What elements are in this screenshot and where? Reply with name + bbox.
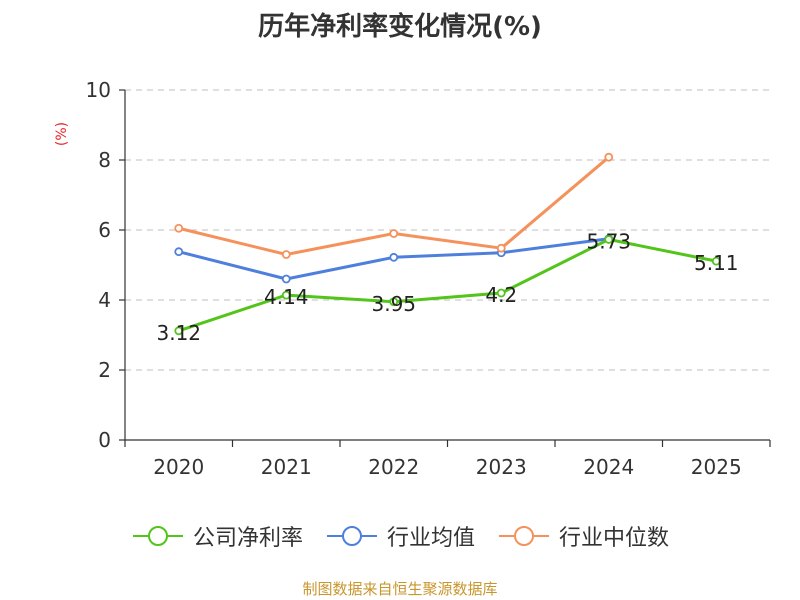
data-point xyxy=(174,247,184,257)
y-tick-label: 4 xyxy=(98,288,111,312)
legend-line-marker-icon xyxy=(326,526,377,546)
data-point xyxy=(389,297,399,307)
data-point xyxy=(174,223,184,233)
data-point xyxy=(604,152,614,162)
legend-circle xyxy=(147,526,168,546)
x-tick-label: 2025 xyxy=(691,455,742,479)
legend: 公司净利率 行业均值 行业中位数 xyxy=(0,520,800,552)
x-tick-label: 2023 xyxy=(476,455,527,479)
legend-circle xyxy=(514,526,534,546)
data-point xyxy=(281,274,291,284)
data-point xyxy=(281,250,291,259)
data-label: 4.14 xyxy=(264,285,309,309)
legend-line-marker-icon xyxy=(132,526,183,546)
legend-label: 行业中位数 xyxy=(559,526,670,551)
data-label: 3.12 xyxy=(156,321,201,345)
series-line-0 xyxy=(178,237,717,333)
legend-circle xyxy=(341,526,362,546)
data-label: 5.11 xyxy=(694,251,739,275)
x-tick-label: 2022 xyxy=(368,455,419,479)
x-tick-label: 2021 xyxy=(261,455,312,479)
data-label: 4.2 xyxy=(485,283,517,307)
data-point xyxy=(604,235,614,244)
legend-line-marker-icon xyxy=(499,526,549,546)
y-tick-label: 8 xyxy=(98,148,111,172)
x-tick-label: 2024 xyxy=(583,455,634,479)
y-tick-label: 6 xyxy=(98,218,111,242)
legend-item[interactable]: 行业中位数 xyxy=(497,520,669,552)
data-point xyxy=(389,252,399,262)
data-label: 5.73 xyxy=(586,229,631,253)
data-point xyxy=(389,229,399,238)
data-labels: 3.12 4.14 3.95 4.2 5.73 5.11 xyxy=(156,229,738,344)
data-point xyxy=(711,256,721,266)
grid-lines xyxy=(125,89,770,371)
data-source-note: 制图数据来自恒生聚源数据库 xyxy=(302,580,498,598)
axes: 0 2 4 6 8 10 2020 2021 2022 2023 2024 2025 xyxy=(86,78,771,479)
x-tick-label: 2020 xyxy=(153,455,204,479)
data-point xyxy=(174,326,184,336)
legend-item[interactable]: 行业均值 xyxy=(325,520,475,552)
data-label: 3.95 xyxy=(371,292,416,316)
data-point xyxy=(496,243,506,253)
data-point xyxy=(281,290,291,300)
series-line-2 xyxy=(178,156,610,256)
y-tick-label: 10 xyxy=(86,78,111,102)
data-point xyxy=(496,288,506,298)
legend-item[interactable]: 公司净利率 xyxy=(131,520,303,552)
legend-label: 公司净利率 xyxy=(192,526,303,551)
chart-title: 历年净利率变化情况(%) xyxy=(258,12,542,42)
legend-label: 行业均值 xyxy=(386,526,475,551)
y-tick-label: 0 xyxy=(98,428,111,452)
y-tick-label: 2 xyxy=(98,358,111,382)
series-lines xyxy=(174,152,721,336)
